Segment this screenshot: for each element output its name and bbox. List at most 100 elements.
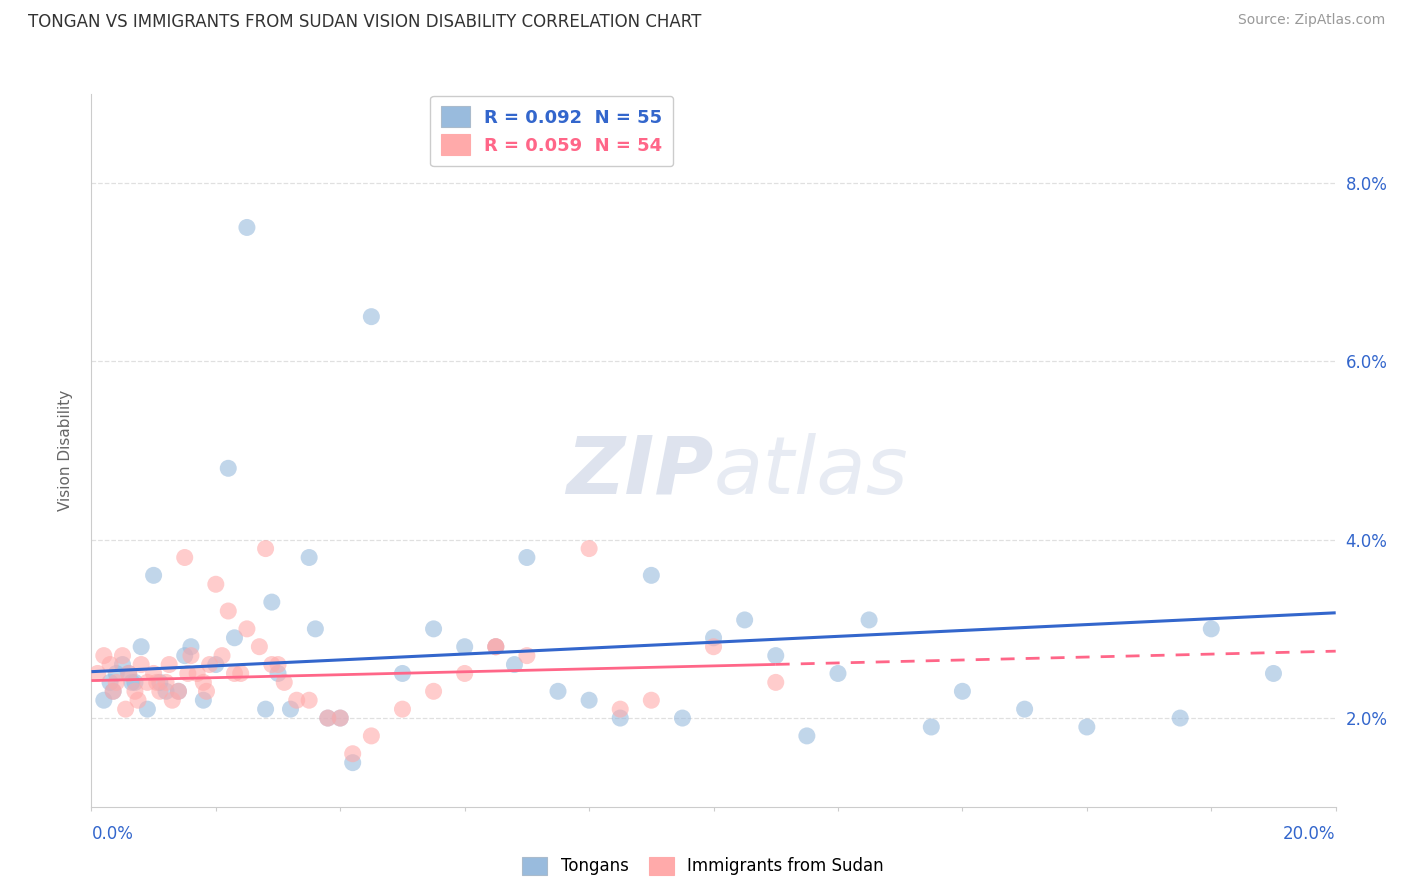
Point [920, 720, 942, 734]
Point [765, 648, 787, 663]
Point [149, 675, 172, 690]
Point [142, 666, 165, 681]
Point [1201, 622, 1223, 636]
Point [858, 613, 880, 627]
Point [157, 657, 180, 672]
Point [1076, 720, 1098, 734]
Point [609, 702, 631, 716]
Point [205, 657, 228, 672]
Point [298, 693, 321, 707]
Point [195, 684, 218, 698]
Point [180, 648, 202, 663]
Point [640, 568, 662, 582]
Point [127, 693, 149, 707]
Point [485, 640, 508, 654]
Point [180, 640, 202, 654]
Point [129, 657, 152, 672]
Point [236, 220, 259, 235]
Point [1263, 666, 1285, 681]
Point [609, 711, 631, 725]
Point [329, 711, 352, 725]
Point [124, 675, 146, 690]
Point [136, 675, 159, 690]
Point [149, 684, 172, 698]
Point [145, 675, 167, 690]
Point [329, 711, 352, 725]
Point [422, 622, 444, 636]
Point [342, 747, 364, 761]
Point [193, 675, 215, 690]
Y-axis label: Vision Disability: Vision Disability [58, 390, 73, 511]
Point [224, 666, 246, 681]
Point [267, 657, 290, 672]
Point [316, 711, 339, 725]
Point [796, 729, 818, 743]
Point [98, 657, 121, 672]
Point [254, 702, 277, 716]
Point [217, 461, 239, 475]
Point [217, 604, 239, 618]
Point [111, 648, 134, 663]
Point [516, 648, 538, 663]
Point [285, 693, 308, 707]
Point [422, 684, 444, 698]
Point [173, 550, 195, 565]
Point [155, 675, 177, 690]
Point [453, 640, 475, 654]
Point [765, 675, 787, 690]
Point [503, 657, 526, 672]
Text: 0.0%: 0.0% [91, 825, 134, 843]
Point [260, 595, 283, 609]
Point [547, 684, 569, 698]
Point [86, 666, 108, 681]
Point [129, 640, 152, 654]
Point [105, 675, 128, 690]
Point [640, 693, 662, 707]
Point [485, 640, 508, 654]
Point [93, 648, 115, 663]
Point [136, 702, 159, 716]
Point [671, 711, 693, 725]
Point [267, 666, 290, 681]
Point [121, 675, 143, 690]
Point [193, 693, 215, 707]
Point [316, 711, 339, 725]
Point [211, 648, 233, 663]
Point [101, 684, 124, 698]
Point [114, 702, 136, 716]
Legend: Tongans, Immigrants from Sudan: Tongans, Immigrants from Sudan [516, 850, 890, 882]
Point [205, 577, 228, 591]
Point [118, 666, 141, 681]
Point [101, 684, 124, 698]
Point [155, 684, 177, 698]
Point [280, 702, 302, 716]
Point [702, 640, 725, 654]
Point [391, 702, 413, 716]
Point [702, 631, 725, 645]
Point [342, 756, 364, 770]
Point [198, 657, 221, 672]
Point [1014, 702, 1036, 716]
Point [516, 550, 538, 565]
Point [247, 640, 270, 654]
Point [118, 666, 141, 681]
Point [304, 622, 326, 636]
Point [360, 729, 382, 743]
Point [485, 640, 508, 654]
Point [254, 541, 277, 556]
Point [142, 568, 165, 582]
Text: atlas: atlas [713, 433, 908, 511]
Text: TONGAN VS IMMIGRANTS FROM SUDAN VISION DISABILITY CORRELATION CHART: TONGAN VS IMMIGRANTS FROM SUDAN VISION D… [28, 13, 702, 31]
Point [167, 684, 190, 698]
Point [453, 666, 475, 681]
Point [260, 657, 283, 672]
Point [236, 622, 259, 636]
Point [298, 550, 321, 565]
Point [173, 648, 195, 663]
Point [1168, 711, 1191, 725]
Point [162, 693, 184, 707]
Point [224, 631, 246, 645]
Point [578, 693, 600, 707]
Point [734, 613, 756, 627]
Point [578, 541, 600, 556]
